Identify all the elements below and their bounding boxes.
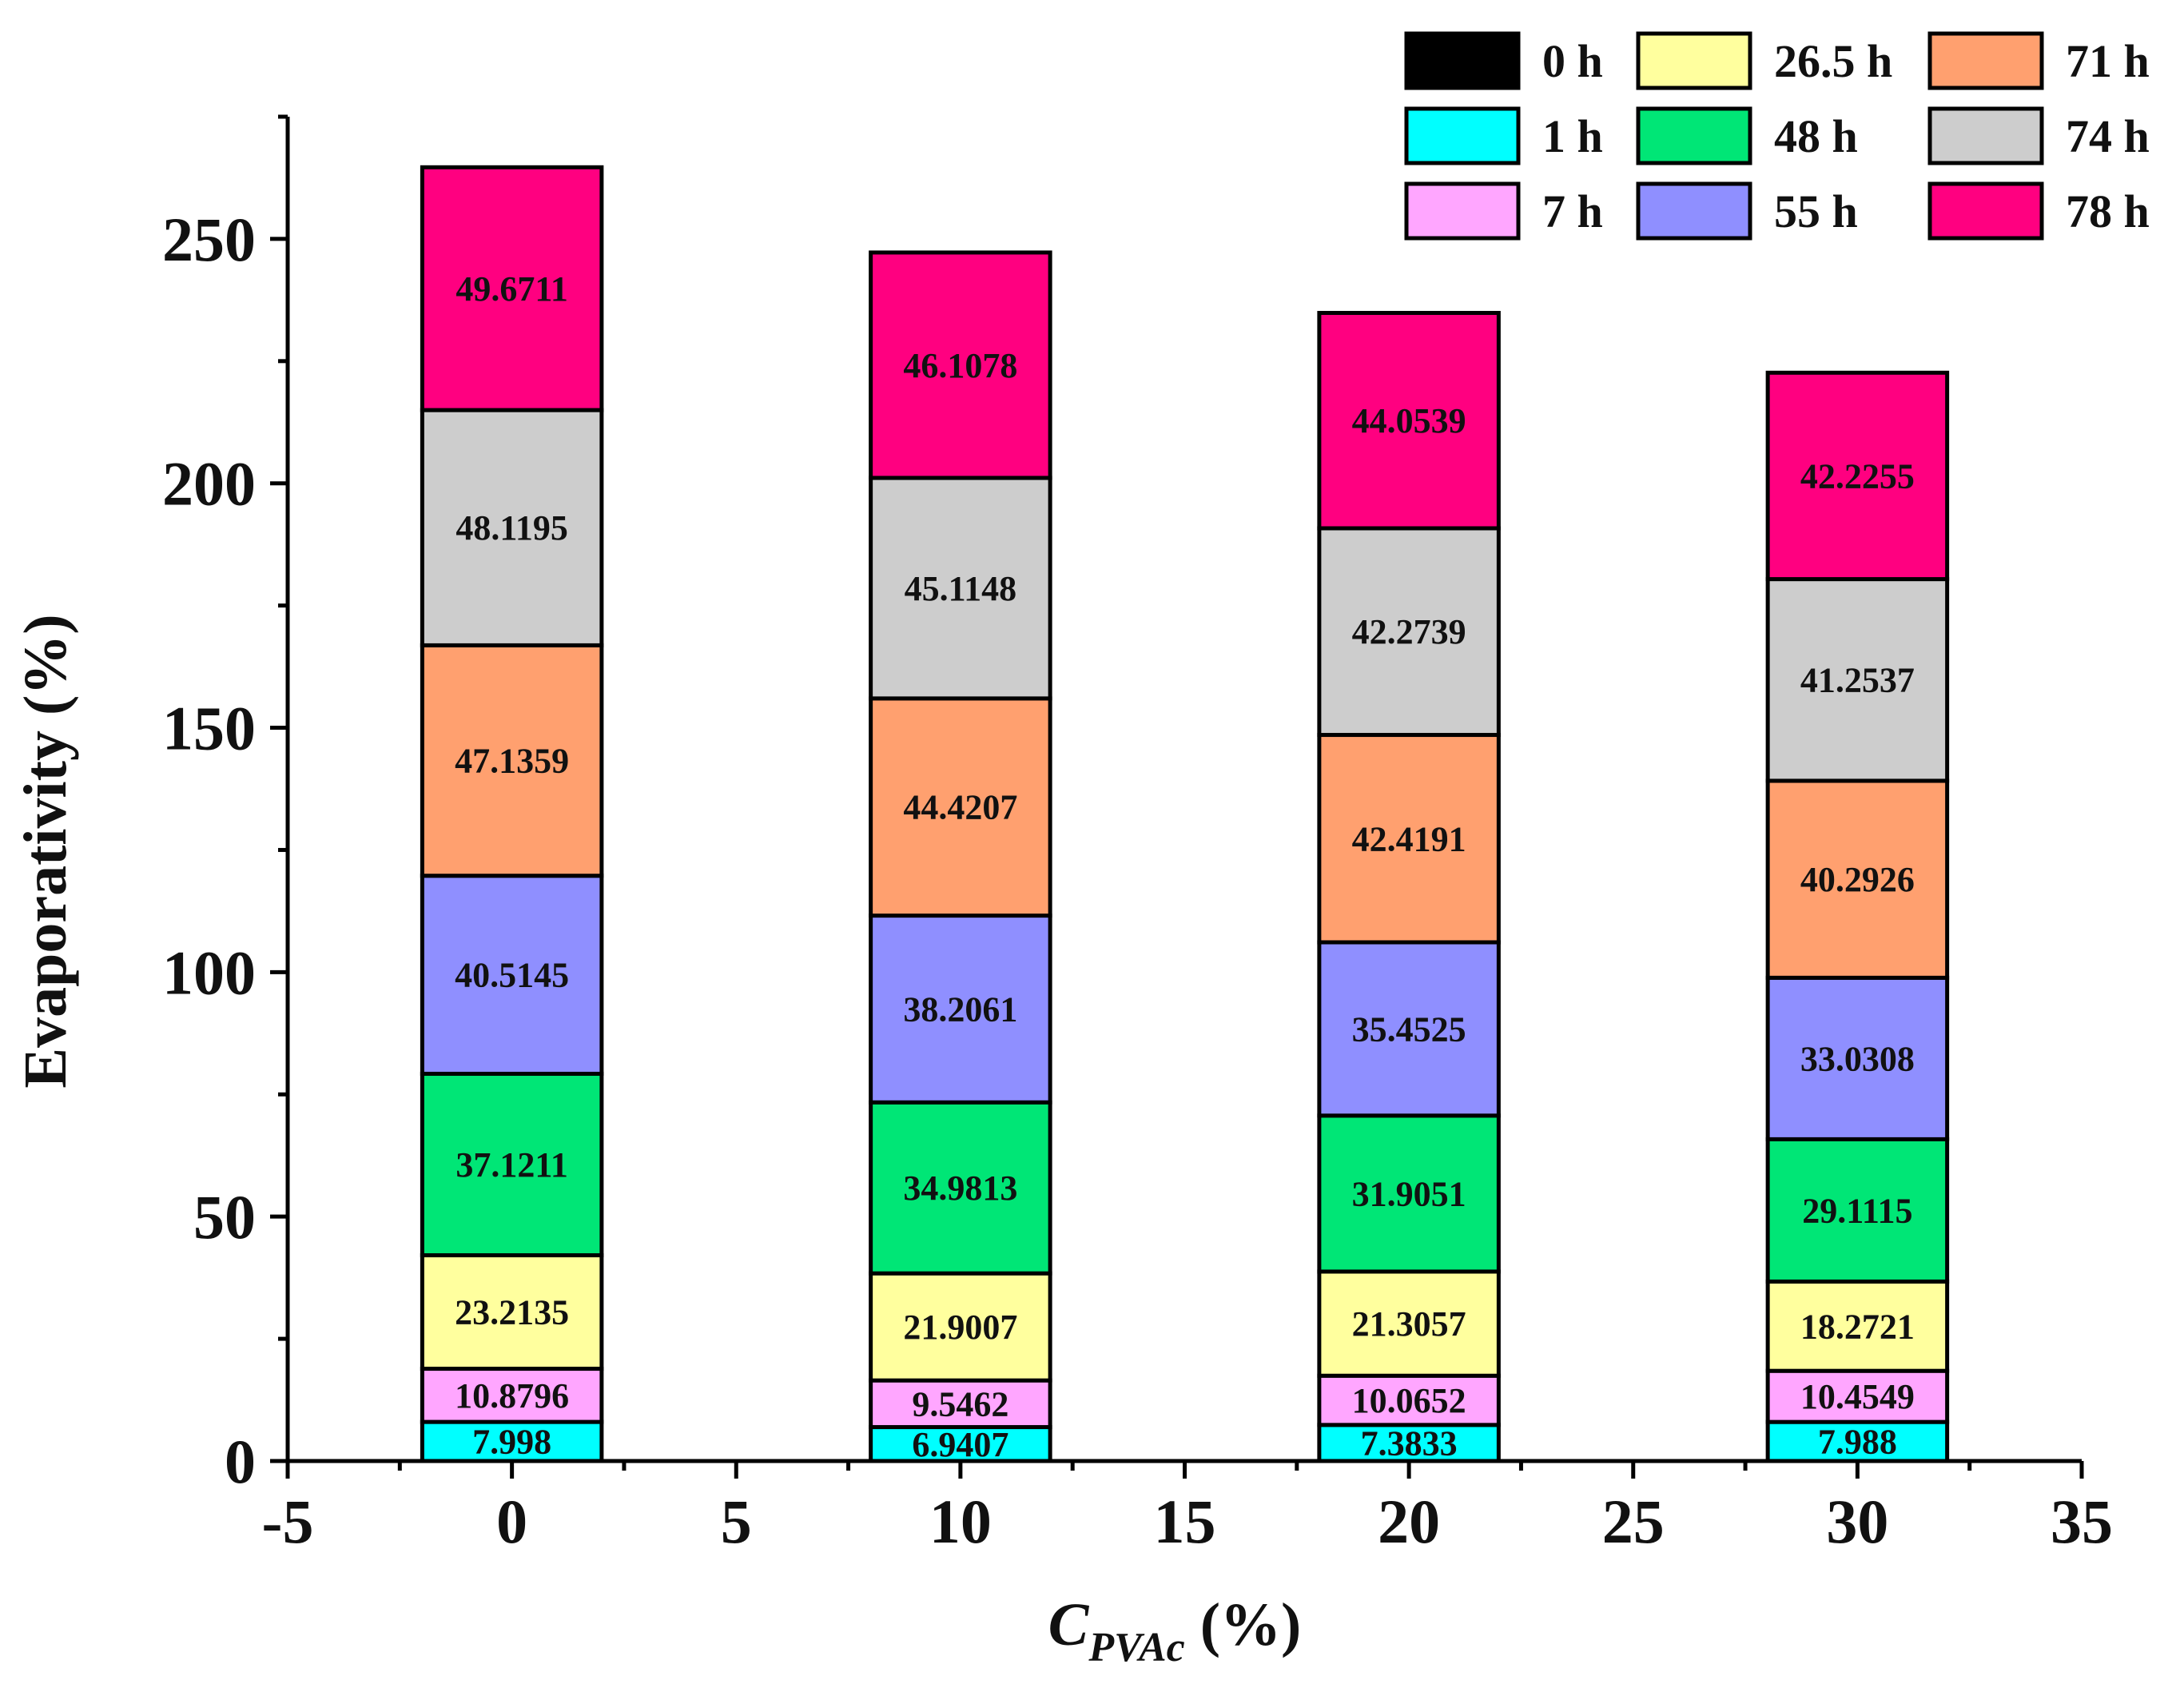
bar-segment-30-55h (1765, 975, 1950, 1141)
data-label-10-48h: 34.9813 (903, 1168, 1017, 1208)
bar-segment-20-48h (1317, 1113, 1501, 1274)
data-label-30-71h: 40.2926 (1800, 860, 1915, 899)
data-label-20-78h: 44.0539 (1352, 401, 1466, 440)
x-axis-title: CPVAc (%) (1048, 1591, 1302, 1670)
data-label-30-7h: 10.4549 (1800, 1377, 1915, 1416)
data-label-0-78h: 49.6711 (455, 269, 568, 309)
data-label-20-71h: 42.4191 (1352, 819, 1466, 858)
data-label-30-26.5h: 18.2721 (1800, 1307, 1915, 1346)
data-label-0-48h: 37.1211 (455, 1145, 568, 1184)
data-label-0-55h: 40.5145 (455, 956, 569, 995)
bar-segment-10-55h (869, 914, 1052, 1105)
legend: 0 h 1 h 7 h 26.5 h 48 h 55 h 71 h 74 h 78 h (1404, 31, 2150, 241)
bar-segment-30-48h (1765, 1137, 1950, 1284)
legend-swatch-55h (1636, 181, 1752, 241)
x-axis-title-main: C (1048, 1591, 1090, 1658)
bar-segment-10-7h (869, 1378, 1052, 1430)
data-label-10-7h: 9.5462 (912, 1384, 1008, 1423)
y-tick-label: 250 (162, 205, 256, 274)
data-label-30-78h: 42.2255 (1800, 456, 1915, 496)
legend-swatch-74h (1927, 106, 2044, 165)
data-label-10-78h: 46.1078 (903, 346, 1017, 385)
legend-label-7h: 7 h (1542, 185, 1603, 237)
data-label-0-74h: 48.1195 (455, 508, 568, 547)
data-label-30-55h: 33.0308 (1800, 1039, 1915, 1078)
data-label-30-74h: 41.2537 (1800, 661, 1915, 700)
bar-segment-30-26.5h (1765, 1279, 1950, 1373)
data-label-20-48h: 31.9051 (1352, 1174, 1466, 1213)
y-tick-label: 0 (225, 1427, 256, 1496)
bar-segment-0-71h (420, 643, 604, 878)
legend-label-1h: 1 h (1542, 110, 1603, 162)
data-label-30-1h: 7.988 (1818, 1423, 1897, 1462)
bar-segment-0-55h (420, 874, 604, 1077)
data-label-0-1h: 7.998 (472, 1423, 551, 1462)
x-tick-label: 5 (721, 1487, 752, 1556)
data-label-0-71h: 47.1359 (455, 742, 569, 781)
bar-segment-20-78h (1317, 311, 1501, 531)
legend-swatch-48h (1636, 106, 1752, 165)
data-label-10-1h: 6.9407 (912, 1425, 1008, 1464)
legend-label-26.5h: 26.5 h (1774, 35, 1892, 87)
bar-segment-20-1h (1317, 1423, 1501, 1463)
legend-swatch-1h (1404, 106, 1521, 165)
data-label-20-55h: 35.4525 (1352, 1009, 1466, 1049)
x-tick-label: 30 (1826, 1487, 1888, 1556)
y-tick-label: 150 (162, 694, 256, 763)
bar-segment-0-74h (420, 408, 604, 647)
legend-swatch-7h (1404, 181, 1521, 241)
data-label-20-1h: 7.3833 (1361, 1423, 1458, 1463)
data-label-0-26.5h: 23.2135 (455, 1293, 569, 1332)
x-tick-label: -5 (262, 1487, 314, 1556)
x-tick-label: 20 (1378, 1487, 1440, 1556)
bar-segment-30-78h (1765, 370, 1950, 582)
data-label-10-74h: 45.1148 (905, 569, 1017, 608)
bars-layer: 7.998 10.8796 23.2135 37.1211 40.5145 47.1359… (420, 165, 1950, 1464)
data-label-20-26.5h: 21.3057 (1352, 1304, 1466, 1344)
legend-label-74h: 74 h (2066, 110, 2150, 162)
x-tick-label: 0 (496, 1487, 527, 1556)
bar-segment-10-26.5h (869, 1271, 1052, 1383)
bar-segment-30-71h (1765, 778, 1950, 980)
x-tick-label: 15 (1154, 1487, 1216, 1556)
legend-label-71h: 71 h (2066, 35, 2150, 87)
bar-segment-0-7h (420, 1367, 604, 1424)
bar-segment-10-48h (869, 1100, 1052, 1276)
legend-label-55h: 55 h (1774, 185, 1858, 237)
bar-segment-20-74h (1317, 526, 1501, 738)
bar-segment-20-55h (1317, 940, 1501, 1118)
legend-swatch-26.5h (1636, 31, 1752, 90)
legend-swatch-78h (1927, 181, 2044, 241)
y-tick-label: 100 (162, 938, 256, 1007)
bar-segment-0-48h (420, 1072, 604, 1258)
data-label-20-74h: 42.2739 (1352, 612, 1466, 651)
bar-segment-10-74h (869, 476, 1052, 701)
x-tick-label: 35 (2051, 1487, 2113, 1556)
y-tick-label: 50 (193, 1182, 256, 1252)
data-label-0-7h: 10.8796 (455, 1376, 569, 1415)
x-tick-label: 10 (929, 1487, 992, 1556)
bar-segment-0-78h (420, 165, 604, 412)
legend-swatch-71h (1927, 31, 2044, 90)
legend-label-0h: 0 h (1542, 35, 1603, 87)
x-axis-title-suffix: (%) (1185, 1591, 1302, 1658)
data-label-10-26.5h: 21.9007 (903, 1308, 1017, 1347)
data-label-10-71h: 44.4207 (903, 788, 1017, 827)
x-tick-label: 25 (1602, 1487, 1665, 1556)
y-tick-label: 200 (162, 449, 256, 519)
data-label-20-7h: 10.0652 (1352, 1381, 1466, 1420)
legend-label-78h: 78 h (2066, 185, 2150, 237)
bar-segment-20-26.5h (1317, 1269, 1501, 1378)
bar-segment-20-7h (1317, 1373, 1501, 1427)
data-label-30-48h: 29.1115 (1802, 1191, 1912, 1230)
data-label-10-55h: 38.2061 (903, 989, 1017, 1029)
bar-segment-10-78h (869, 250, 1052, 480)
legend-label-48h: 48 h (1774, 110, 1858, 162)
y-axis-title: Evaporativity (%) (12, 614, 79, 1088)
x-axis-title-subscript: PVAc (1088, 1625, 1184, 1670)
legend-swatch-0h (1404, 31, 1521, 90)
